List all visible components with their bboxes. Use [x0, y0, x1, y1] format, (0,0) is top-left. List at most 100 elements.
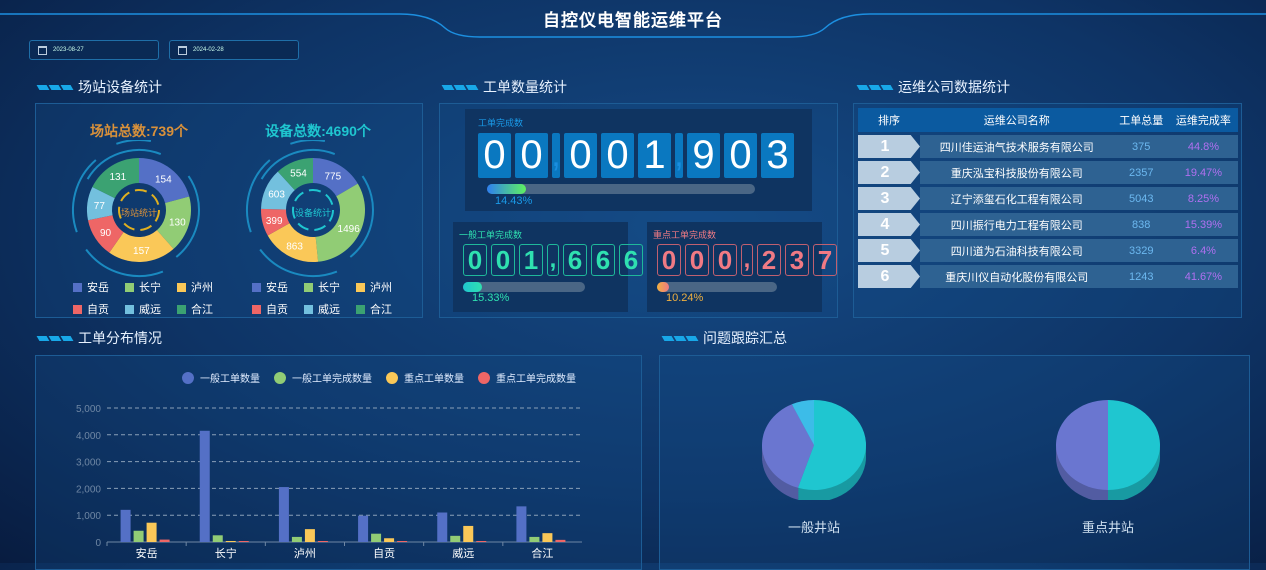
legend-item[interactable]: 重点工单完成数量: [478, 370, 576, 385]
section-station-stats: 场站设备统计: [36, 77, 162, 97]
table-row[interactable]: 4 四川振行电力工程有限公司 838 15.39%: [858, 213, 1238, 236]
table-row[interactable]: 2 重庆泓宝科技股份有限公司 2357 19.47%: [858, 161, 1238, 184]
legend-item[interactable]: 一般工单数量: [182, 370, 260, 385]
bar: [304, 529, 315, 542]
legend-item[interactable]: 泸州: [356, 279, 408, 295]
legend-item[interactable]: 威远: [125, 301, 177, 317]
legend-swatch: [304, 304, 313, 314]
rank-badge: 6: [858, 265, 920, 288]
digit-box: 3: [785, 244, 809, 276]
pie-slice: [1108, 400, 1160, 490]
bar: [133, 530, 144, 542]
calendar-icon: [38, 45, 47, 55]
rank-cell: 2: [858, 161, 920, 184]
progress-fill: [657, 282, 670, 292]
x-tick-label: 长宁: [215, 546, 237, 560]
completion-rate: 19.47%: [1168, 161, 1238, 184]
bar: [542, 533, 553, 542]
decor-arc: [259, 248, 338, 277]
legend-label: 泸州: [370, 282, 392, 294]
pie-slice: [1056, 400, 1108, 490]
legend-item[interactable]: 自贡: [252, 301, 304, 317]
donut-segment: [277, 158, 313, 191]
company-name: 辽宁添玺石化工程有限公司: [920, 187, 1114, 210]
digit-box: 1: [638, 133, 671, 178]
bar: [516, 506, 527, 542]
digit-box: 7: [813, 244, 837, 276]
rank-badge: 5: [858, 239, 920, 262]
rank-badge: 4: [858, 213, 920, 236]
segment-label: 154: [155, 174, 172, 185]
y-tick-label: 1,000: [76, 511, 101, 522]
donut-segment: [156, 196, 191, 249]
bar: [238, 541, 249, 542]
legend-item[interactable]: 安岳: [73, 279, 125, 295]
decor-arc: [85, 248, 164, 277]
table-row[interactable]: 3 辽宁添玺石化工程有限公司 5043 8.25%: [858, 187, 1238, 210]
segment-label: 775: [325, 171, 342, 182]
legend-item[interactable]: 安岳: [252, 279, 304, 295]
key-progress-bar: [657, 282, 777, 292]
end-date-input[interactable]: 2024-02-28: [169, 40, 299, 60]
section-title: 工单数量统计: [483, 79, 567, 95]
station-legend: 安岳 长宁 泸州自贡 威远 合江: [73, 279, 229, 317]
table-row[interactable]: 6 重庆川仪自动化股份有限公司 1243 41.67%: [858, 265, 1238, 288]
segment-label: 863: [286, 241, 303, 252]
x-tick-label: 威远: [452, 547, 474, 560]
table-row[interactable]: 5 四川道为石油科技有限公司 3329 6.4%: [858, 239, 1238, 262]
legend-label: 自贡: [87, 304, 109, 316]
legend-label: 威远: [139, 304, 161, 316]
legend-label: 一般工单完成数量: [292, 374, 372, 385]
segment-label: 130: [169, 217, 186, 228]
order-total: 3329: [1113, 239, 1169, 262]
bar: [450, 535, 461, 542]
y-tick-label: 0: [95, 538, 101, 549]
table-row[interactable]: 1 四川佳运油气技术服务有限公司 375 44.8%: [858, 135, 1238, 158]
rank-badge: 1: [858, 135, 920, 158]
digit-box: 0: [685, 244, 709, 276]
legend-item[interactable]: 长宁: [125, 279, 177, 295]
donut-segment: [313, 158, 358, 197]
bar: [371, 533, 382, 542]
section-work-orders: 工单数量统计: [441, 77, 567, 97]
legend-item[interactable]: 一般工单完成数量: [274, 370, 372, 385]
bar: [159, 539, 170, 542]
pie-slice: [762, 404, 814, 488]
legend-label: 安岳: [87, 282, 109, 294]
segment-label: 399: [266, 216, 283, 227]
bar: [437, 512, 448, 542]
key-counter-label: 重点工单完成数: [653, 230, 717, 240]
legend-swatch: [177, 304, 186, 314]
segment-label: 157: [133, 246, 150, 257]
legend-item[interactable]: 合江: [177, 301, 229, 317]
completion-rate: 8.25%: [1168, 187, 1238, 210]
decor-arc: [246, 159, 271, 233]
y-tick-label: 4,000: [76, 431, 101, 442]
start-date-input[interactable]: 2023-08-27: [29, 40, 159, 60]
legend-item[interactable]: 重点工单数量: [386, 370, 464, 385]
legend-item[interactable]: 长宁: [304, 279, 356, 295]
legend-item[interactable]: 威远: [304, 301, 356, 317]
bar-legend: 一般工单数量 一般工单完成数量 重点工单数量 重点工单完成数量: [182, 370, 576, 385]
donut-segment: [139, 158, 190, 204]
digit-separator: ,: [551, 133, 561, 178]
legend-item[interactable]: 泸州: [177, 279, 229, 295]
donut-segment: [109, 230, 174, 262]
device-donut-chart: 775 1496 863 399 603 554: [246, 140, 374, 277]
col-name: 运维公司名称: [920, 108, 1114, 132]
legend-item[interactable]: 合江: [356, 301, 408, 317]
legend-swatch: [356, 282, 365, 292]
key-progress-text: 10.24%: [666, 292, 704, 304]
legend-label: 重点工单完成数量: [496, 374, 576, 385]
donut-segment: [315, 183, 365, 262]
digit-box: 0: [463, 244, 487, 276]
y-tick-label: 5,000: [76, 404, 101, 415]
section-title: 运维公司数据统计: [898, 79, 1010, 95]
legend-swatch: [252, 304, 261, 314]
station-center-label: 场站统计: [120, 208, 157, 218]
legend-item[interactable]: 自贡: [73, 301, 125, 317]
bar: [199, 430, 210, 542]
legend-label: 长宁: [139, 282, 161, 294]
